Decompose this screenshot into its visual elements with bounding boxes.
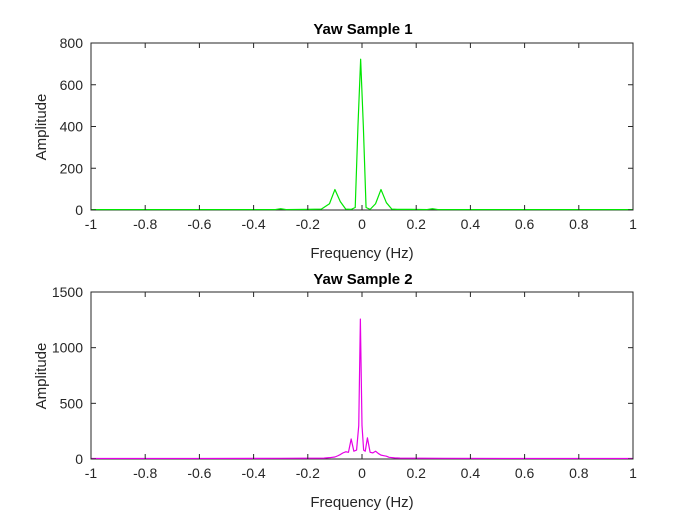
subplot-1-x-ticks: -1 -0.8 -0.6 -0.4 -0.2 0 0.2 0.4 0.6 0.8 1 (85, 43, 637, 232)
subplot-2-x-tick-label: -1 (85, 465, 98, 481)
subplot-1-x-tick-label: 0.2 (406, 216, 426, 232)
subplot-1-y-tick-label: 200 (60, 160, 84, 176)
subplot-2-y-tick-label: 1500 (52, 284, 83, 300)
subplot-1-x-tick-label: 0.6 (515, 216, 535, 232)
subplot-2-x-tick-label: 0.2 (406, 465, 426, 481)
subplot-2-x-tick-label: 0.6 (515, 465, 535, 481)
subplot-1-x-tick-label: -0.4 (242, 216, 266, 232)
subplot-2-x-tick-label: 0 (358, 465, 366, 481)
subplot-1-x-tick-label: 1 (629, 216, 637, 232)
subplot-1-x-tick-label: 0.4 (461, 216, 481, 232)
subplot-1-x-tick-label: 0.8 (569, 216, 589, 232)
subplot-1-y-tick-label: 800 (60, 35, 84, 51)
subplot-1-x-tick-label: -0.2 (296, 216, 320, 232)
subplot-1-series (91, 58, 633, 211)
subplot-2-x-tick-label: 1 (629, 465, 637, 481)
subplot-1-x-tick-label: 0 (358, 216, 366, 232)
subplot-2-x-tick-label: 0.4 (461, 465, 481, 481)
subplot-1-x-axis-label: Frequency (Hz) (310, 245, 413, 262)
subplot-2-y-ticks: 0 500 1000 1500 (52, 284, 633, 467)
subplot-1-y-tick-label: 0 (75, 202, 83, 218)
subplot-2-series (91, 318, 633, 460)
subplot-1-series-line-1 (91, 58, 633, 211)
subplot-2-title: Yaw Sample 2 (313, 271, 412, 288)
subplot-2-y-tick-label: 500 (60, 395, 84, 411)
subplot-2-x-tick-label: -0.8 (133, 465, 157, 481)
subplot-2: Yaw Sample 2 -1 -0.8 -0.6 -0.4 -0.2 0 0.2 0.4 0.… (33, 271, 637, 511)
subplot-2-y-tick-label: 1000 (52, 340, 83, 356)
subplot-1: Yaw Sample 1 -1 -0.8 -0.6 -0.4 -0.2 0 0.2 0.4 0.… (33, 21, 637, 262)
subplot-2-x-tick-label: -0.2 (296, 465, 320, 481)
subplot-1-x-tick-label: -0.8 (133, 216, 157, 232)
subplot-1-y-tick-label: 400 (60, 119, 84, 135)
subplot-1-x-tick-label: -1 (85, 216, 98, 232)
subplot-2-x-tick-label: -0.6 (187, 465, 211, 481)
subplot-2-y-axis-label: Amplitude (33, 343, 50, 410)
subplot-2-x-axis-label: Frequency (Hz) (310, 494, 413, 511)
subplot-1-axes-box (90, 42, 634, 211)
subplot-2-x-ticks: -1 -0.8 -0.6 -0.4 -0.2 0 0.2 0.4 0.6 0.8 1 (85, 292, 637, 481)
subplot-2-y-tick-label: 0 (75, 451, 83, 467)
subplot-1-title: Yaw Sample 1 (313, 21, 412, 38)
subplot-1-x-tick-label: -0.6 (187, 216, 211, 232)
subplot-2-x-tick-label: -0.4 (242, 465, 266, 481)
subplot-2-x-tick-label: 0.8 (569, 465, 589, 481)
subplot-1-y-axis-label: Amplitude (33, 94, 50, 161)
subplot-2-series-line-1 (91, 318, 633, 460)
subplot-1-y-tick-label: 600 (60, 77, 84, 93)
subplot-1-y-ticks: 0 200 400 600 800 (60, 35, 633, 218)
